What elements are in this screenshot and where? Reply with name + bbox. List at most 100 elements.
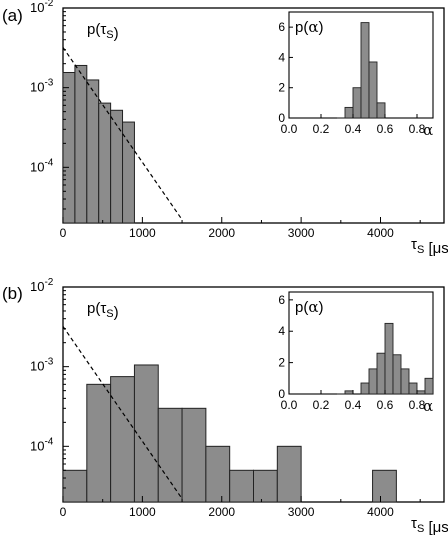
inset-y-label: p(α) xyxy=(295,298,323,316)
x-tick-label: 2000 xyxy=(208,226,235,240)
y-tick-mantissa: 10 xyxy=(30,438,44,453)
histogram-bar xyxy=(276,445,302,503)
inset-bar xyxy=(368,368,378,395)
inset-bar xyxy=(368,61,378,119)
histogram-bar xyxy=(205,445,231,503)
x-axis-label: τS [μs] xyxy=(411,236,448,257)
inset-label-part: p( xyxy=(295,19,308,36)
x-tick-label: 0 xyxy=(60,505,67,519)
inset-bar xyxy=(384,322,394,395)
inset-x-tick-label: 0.4 xyxy=(345,122,362,136)
inset-bar xyxy=(376,352,386,395)
y-tick-mantissa: 10 xyxy=(30,279,44,294)
inset-bar xyxy=(424,377,434,395)
inset-bar xyxy=(392,354,402,395)
inset-x-tick-label: 0.0 xyxy=(281,398,298,412)
inset-label-part: ) xyxy=(318,19,323,36)
inset-y-tick-label: 6 xyxy=(278,293,285,307)
alpha-symbol: α xyxy=(308,18,318,36)
x-tick-label: 4000 xyxy=(367,505,394,519)
y-tick-exponent: -2 xyxy=(44,0,53,9)
panel-b: 0 1000 2000 3000 400010-210-310-4(b)p(τS)τS … xyxy=(2,277,448,536)
y-tick-exponent: -3 xyxy=(44,78,53,89)
inset-bar xyxy=(344,106,354,119)
inset-label-part: p( xyxy=(295,299,308,316)
inset-bar xyxy=(400,368,410,395)
y-tick-exponent: -3 xyxy=(44,357,53,368)
panel-label: (a) xyxy=(2,6,23,25)
x-tick-label: 3000 xyxy=(288,226,315,240)
y-axis-label-tau: τ xyxy=(100,21,106,38)
y-tick-label: 10-2 xyxy=(30,277,54,294)
x-tick-label: 4000 xyxy=(367,226,394,240)
inset-x-tick-label: 0.2 xyxy=(313,398,330,412)
y-axis-label: p(τS) xyxy=(87,300,119,321)
y-axis-label-part: ) xyxy=(114,25,119,42)
y-tick-exponent: -4 xyxy=(44,436,53,447)
histogram-bar xyxy=(229,469,254,503)
inset-y-tick-label: 0 xyxy=(278,387,285,401)
x-tick-label: 1000 xyxy=(129,226,156,240)
inset-bar xyxy=(360,22,370,119)
inset-x-label: α xyxy=(423,121,433,139)
x-axis-label-part: [μs] xyxy=(424,240,448,257)
histogram-bar xyxy=(110,109,124,224)
y-tick-exponent: -2 xyxy=(44,277,53,288)
inset-x-tick-label: 0.4 xyxy=(345,398,362,412)
x-axis-label-tau: τ xyxy=(411,236,417,253)
y-axis-label-part: p( xyxy=(87,21,100,38)
inset-x-tick-label: 0.6 xyxy=(377,122,394,136)
inset-x-label: α xyxy=(423,397,433,415)
histogram-bar xyxy=(86,383,112,503)
y-tick-label: 10-4 xyxy=(30,436,54,453)
x-tick-label: 3000 xyxy=(288,505,315,519)
panel-label: (b) xyxy=(2,284,23,303)
inset-bar xyxy=(344,390,354,395)
x-axis-label-sub: S xyxy=(417,523,424,535)
inset-x-tick-label: 0.2 xyxy=(313,122,330,136)
x-axis-label: τS [μs] xyxy=(411,515,448,536)
x-axis-label-sub: S xyxy=(417,244,424,256)
inset-x-tick-label: 0.8 xyxy=(409,122,426,136)
y-tick-label: 10-2 xyxy=(30,0,54,15)
y-axis-label-sub: S xyxy=(106,308,113,320)
histogram-bar xyxy=(253,469,278,503)
inset-label-part: ) xyxy=(318,299,323,316)
y-axis-label-sub: S xyxy=(106,29,113,41)
y-axis-label-part: ) xyxy=(114,304,119,321)
x-tick-label: 2000 xyxy=(208,505,235,519)
y-axis-label-part: p( xyxy=(87,300,100,317)
inset-bar xyxy=(360,382,370,395)
y-tick-mantissa: 10 xyxy=(30,0,44,15)
histogram-bar xyxy=(74,64,88,224)
y-tick-mantissa: 10 xyxy=(30,359,44,374)
x-tick-label: 1000 xyxy=(129,505,156,519)
panel-a: 0 1000 2000 3000 400010-210-310-4(a)p(τS)τS … xyxy=(2,0,448,257)
x-axis-label-part: [μs] xyxy=(424,519,448,536)
histogram-bar xyxy=(157,407,183,503)
inset-bar xyxy=(408,382,418,395)
inset-y-tick-label: 4 xyxy=(278,50,285,64)
inset-x-tick-label: 0.0 xyxy=(281,122,298,136)
inset-bar xyxy=(352,87,362,119)
x-tick-label: 0 xyxy=(60,226,67,240)
y-tick-mantissa: 10 xyxy=(30,159,44,174)
inset-x-tick-label: 0.8 xyxy=(409,398,426,412)
y-tick-label: 10-4 xyxy=(30,157,54,174)
y-tick-mantissa: 10 xyxy=(30,80,44,95)
y-tick-label: 10-3 xyxy=(30,78,54,95)
inset-y-tick-label: 0 xyxy=(278,111,285,125)
inset-y-tick-label: 6 xyxy=(278,20,285,34)
histogram-bar xyxy=(98,102,112,224)
histogram-bar xyxy=(62,469,88,503)
y-tick-label: 10-3 xyxy=(30,357,54,374)
histogram-bar xyxy=(181,407,207,503)
inset-y-tick-label: 2 xyxy=(278,356,285,370)
histogram-bar xyxy=(86,79,100,224)
inset-y-tick-label: 2 xyxy=(278,81,285,95)
inset-x-tick-label: 0.6 xyxy=(377,398,394,412)
inset-bar xyxy=(416,390,426,395)
